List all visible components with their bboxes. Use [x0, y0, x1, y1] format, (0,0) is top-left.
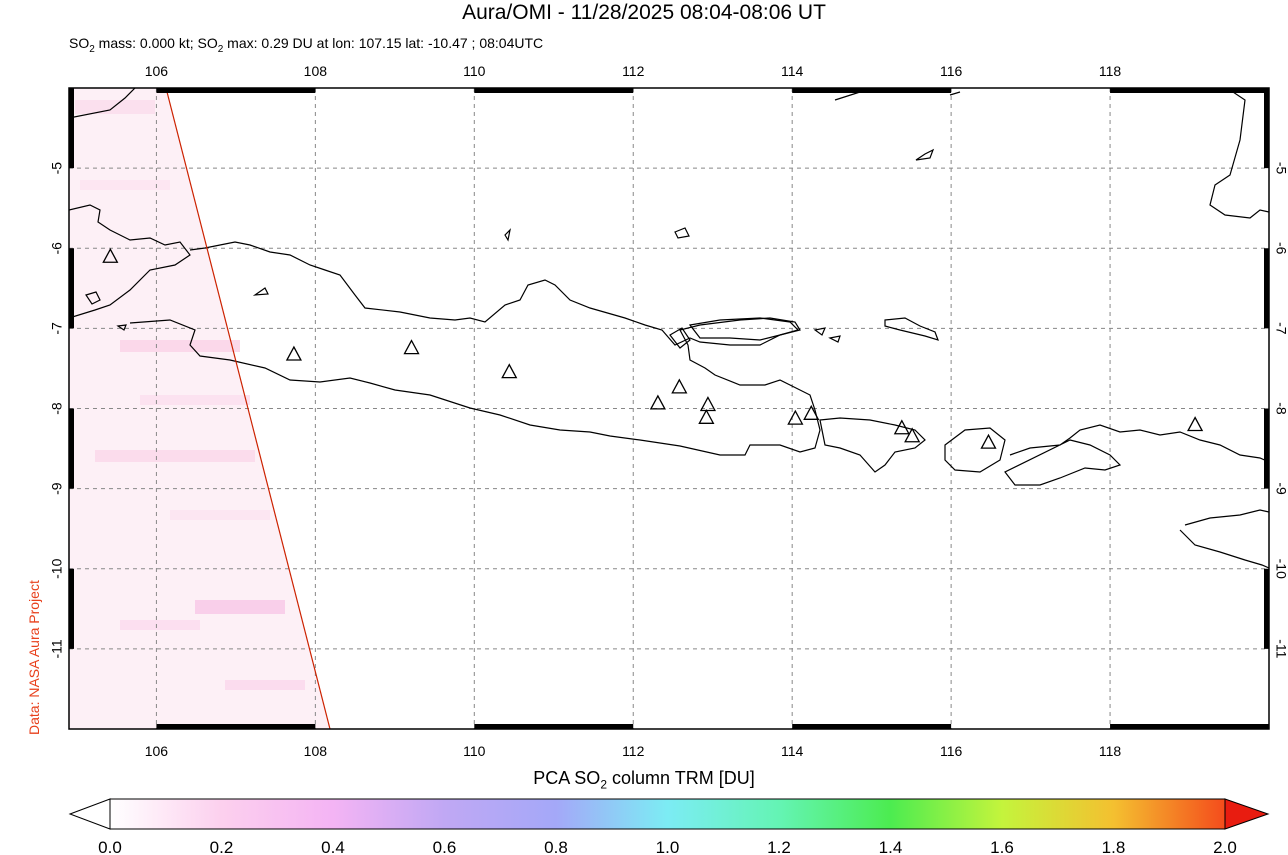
lat-label: -10 — [49, 558, 65, 578]
lat-label: -11 — [49, 639, 65, 658]
lon-label: 106 — [145, 63, 169, 79]
volcano-triangle — [671, 378, 688, 394]
lon-label: 112 — [622, 743, 645, 759]
colorbar-labels: 0.0 0.2 0.4 0.6 0.8 1.0 1.2 1.4 1.6 1.8 2.0 — [98, 838, 1237, 855]
swath-edge-line — [165, 88, 331, 729]
map-title: Aura/OMI - 11/28/2025 08:04-08:06 UT — [462, 1, 826, 24]
so2-summary: SO2 mass: 0.000 kt; SO2 max: 0.29 DU at … — [69, 35, 544, 55]
frame-bar — [792, 88, 952, 93]
volcano-triangle — [403, 339, 420, 355]
lon-label: 112 — [622, 63, 645, 79]
volcano-triangle — [699, 396, 717, 412]
colorbar-high-arrow — [1224, 798, 1270, 830]
lon-label: 110 — [463, 63, 486, 79]
volcano-triangle — [285, 345, 302, 361]
frame-bar — [69, 568, 74, 649]
lat-label: -9 — [1273, 482, 1288, 495]
lon-label: 106 — [145, 743, 169, 759]
lon-labels-top: 106 108 110 112 114 116 118 — [145, 63, 1122, 79]
colorbar: 0.0 0.2 0.4 0.6 0.8 1.0 1.2 1.4 1.6 1.8 2.0 — [68, 798, 1270, 855]
graticule — [69, 88, 1269, 729]
volcano-triangle — [803, 404, 820, 420]
volcano-triangle — [893, 419, 910, 435]
lat-label: -7 — [1273, 322, 1288, 335]
colorbar-label: 0.6 — [433, 838, 457, 855]
colorbar-title: PCA SO2 column TRM [DU] — [533, 768, 755, 792]
colorbar-label: 1.8 — [1102, 838, 1126, 855]
frame-bar — [1264, 568, 1269, 649]
frame-bar — [1110, 88, 1269, 93]
volcano-triangle — [102, 247, 119, 263]
colorbar-label: 0.0 — [98, 838, 122, 855]
colorbar-label: 0.8 — [544, 838, 568, 855]
frame-bar — [156, 724, 316, 729]
lat-label: -7 — [49, 322, 65, 335]
volcano-triangle — [649, 394, 666, 410]
frame-bar — [1264, 88, 1269, 169]
lat-label: -8 — [1273, 402, 1288, 415]
frame-bar — [1110, 724, 1269, 729]
lon-label: 118 — [1099, 63, 1122, 79]
volcano-triangle — [904, 427, 921, 443]
lat-labels-left: -5 -6 -7 -8 -9 -10 -11 — [49, 162, 65, 659]
lat-label: -5 — [49, 162, 65, 175]
volcano-triangle — [501, 363, 518, 379]
lon-label: 108 — [304, 63, 328, 79]
frame-bar — [69, 248, 74, 329]
lat-label: -9 — [49, 482, 65, 495]
colorbar-label: 1.6 — [990, 838, 1014, 855]
colorbar-label: 2.0 — [1213, 838, 1237, 855]
lon-label: 108 — [304, 743, 328, 759]
frame-bar — [156, 88, 316, 93]
lat-label: -6 — [1273, 242, 1288, 255]
lat-labels-right: -5 -6 -7 -8 -9 -10 -11 — [1273, 162, 1288, 659]
colorbar-label: 1.4 — [879, 838, 903, 855]
lon-label: 114 — [781, 63, 804, 79]
lon-label: 116 — [940, 63, 963, 79]
frame-bar — [69, 408, 74, 489]
colorbar-label: 1.2 — [767, 838, 791, 855]
lon-label: 110 — [463, 743, 486, 759]
frame-bar — [69, 88, 74, 169]
coastlines — [69, 88, 1269, 569]
volcano-triangle — [787, 409, 804, 425]
lat-label: -6 — [49, 242, 65, 255]
volcano-triangle — [698, 408, 715, 424]
lat-label: -10 — [1273, 559, 1288, 579]
colorbar-low-arrow — [68, 798, 111, 830]
colorbar-label: 0.4 — [321, 838, 345, 855]
lat-label: -11 — [1273, 639, 1288, 658]
frame-bar — [792, 724, 952, 729]
lat-label: -5 — [1273, 162, 1288, 175]
lon-labels-bottom: 106 108 110 112 114 116 118 — [145, 743, 1122, 759]
frame-bar — [474, 88, 634, 93]
colorbar-label: 0.2 — [210, 838, 234, 855]
lon-label: 118 — [1099, 743, 1122, 759]
lon-label: 116 — [940, 743, 963, 759]
frame-bar — [1264, 408, 1269, 489]
colorbar-label: 1.0 — [656, 838, 680, 855]
frame-bar — [1264, 248, 1269, 329]
frame-bar — [474, 724, 634, 729]
colorbar-ramp — [109, 798, 1226, 830]
frame-scale-bars — [69, 88, 1269, 729]
lat-label: -8 — [49, 402, 65, 415]
lon-label: 114 — [781, 743, 804, 759]
volcano-markers — [102, 247, 1204, 449]
volcano-triangle — [980, 433, 997, 449]
volcano-triangle — [1187, 416, 1204, 432]
